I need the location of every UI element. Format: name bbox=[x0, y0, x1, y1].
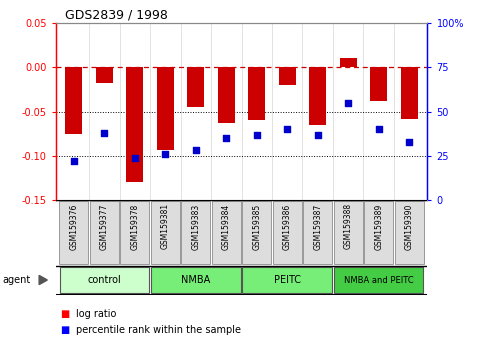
Point bbox=[161, 151, 169, 157]
Bar bbox=[187, 67, 204, 107]
Bar bbox=[303, 201, 332, 264]
Text: GSM159378: GSM159378 bbox=[130, 203, 139, 250]
Point bbox=[405, 139, 413, 144]
Bar bbox=[370, 67, 387, 101]
Bar bbox=[340, 58, 356, 67]
Point bbox=[253, 132, 261, 137]
Bar bbox=[59, 267, 149, 293]
Bar bbox=[218, 67, 235, 123]
Text: GSM159388: GSM159388 bbox=[344, 203, 353, 250]
Text: agent: agent bbox=[2, 275, 30, 285]
Point bbox=[192, 148, 199, 153]
Text: GDS2839 / 1998: GDS2839 / 1998 bbox=[65, 9, 168, 22]
Text: GSM159389: GSM159389 bbox=[374, 203, 383, 250]
Bar bbox=[272, 201, 302, 264]
Bar bbox=[279, 67, 296, 85]
Bar bbox=[242, 267, 332, 293]
Text: GSM159387: GSM159387 bbox=[313, 203, 322, 250]
Text: NMBA and PEITC: NMBA and PEITC bbox=[344, 275, 413, 285]
Bar bbox=[212, 201, 241, 264]
Bar bbox=[395, 201, 424, 264]
Text: percentile rank within the sample: percentile rank within the sample bbox=[76, 325, 241, 335]
Point bbox=[284, 126, 291, 132]
Bar bbox=[151, 201, 180, 264]
Bar bbox=[120, 201, 149, 264]
Text: NMBA: NMBA bbox=[181, 275, 211, 285]
Bar bbox=[242, 201, 271, 264]
Text: control: control bbox=[87, 275, 121, 285]
Point bbox=[131, 155, 139, 160]
Text: GSM159381: GSM159381 bbox=[161, 203, 170, 250]
Bar bbox=[334, 267, 424, 293]
Text: GSM159385: GSM159385 bbox=[252, 203, 261, 250]
Bar bbox=[66, 67, 82, 133]
Bar bbox=[364, 201, 393, 264]
Bar bbox=[151, 267, 241, 293]
Point bbox=[100, 130, 108, 136]
Point bbox=[222, 135, 230, 141]
Bar bbox=[334, 201, 363, 264]
Bar bbox=[127, 67, 143, 182]
Bar bbox=[309, 67, 326, 125]
Text: GSM159376: GSM159376 bbox=[70, 203, 78, 250]
Text: log ratio: log ratio bbox=[76, 309, 116, 319]
Bar bbox=[90, 201, 119, 264]
Point bbox=[375, 126, 383, 132]
Bar bbox=[157, 67, 174, 149]
Bar bbox=[401, 67, 417, 119]
Text: GSM159384: GSM159384 bbox=[222, 203, 231, 250]
Text: GSM159386: GSM159386 bbox=[283, 203, 292, 250]
Text: ■: ■ bbox=[60, 309, 70, 319]
Bar bbox=[181, 201, 211, 264]
Text: GSM159383: GSM159383 bbox=[191, 203, 200, 250]
Bar bbox=[59, 201, 88, 264]
Text: GSM159390: GSM159390 bbox=[405, 203, 413, 250]
Point bbox=[70, 158, 78, 164]
Bar bbox=[96, 67, 113, 83]
Text: ■: ■ bbox=[60, 325, 70, 335]
Text: PEITC: PEITC bbox=[274, 275, 301, 285]
Bar bbox=[248, 67, 265, 120]
Text: GSM159377: GSM159377 bbox=[100, 203, 109, 250]
Point bbox=[344, 100, 352, 105]
Point bbox=[314, 132, 322, 137]
